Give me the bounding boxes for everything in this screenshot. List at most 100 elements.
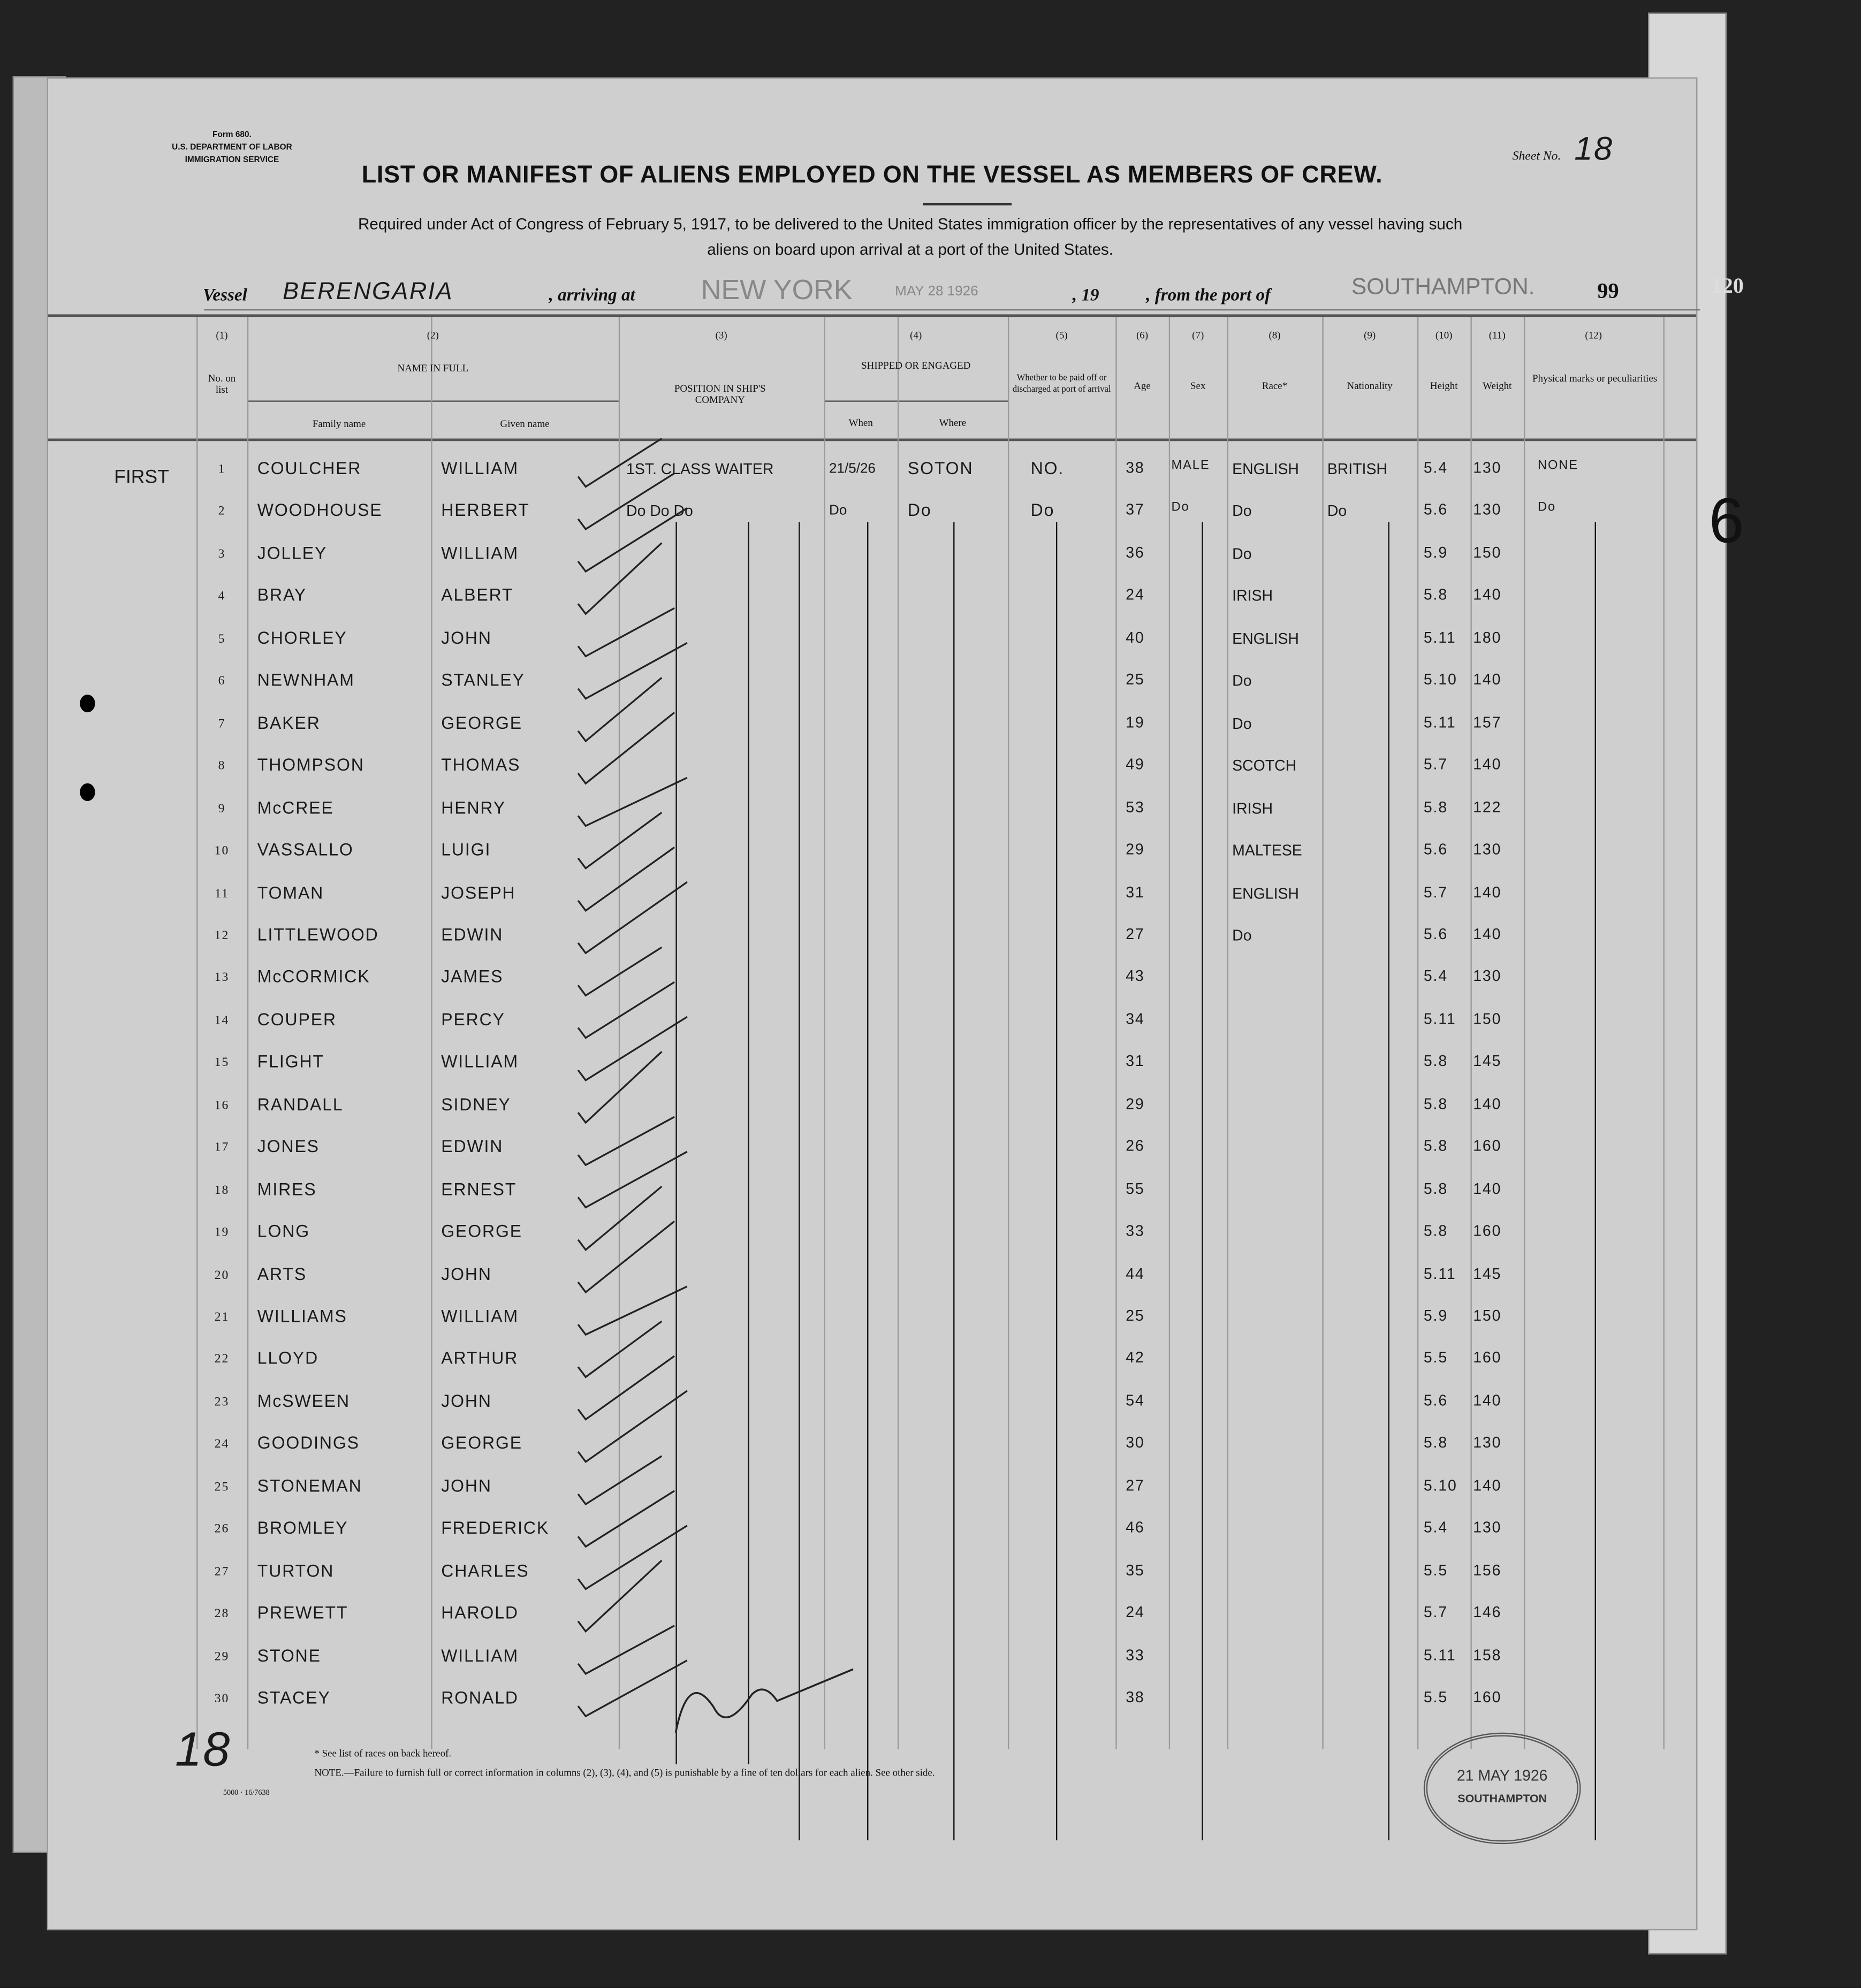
cell-age: 42 [1126, 1349, 1145, 1367]
cell-height: 5.11 [1423, 628, 1456, 646]
cell-weight: 158 [1473, 1646, 1502, 1664]
cell-given: EDWIN [441, 925, 504, 945]
table-row: 11 TOMAN JOSEPH 31 ENGLISH 5.7 140 [48, 883, 1696, 921]
cell-no: 26 [214, 1522, 230, 1537]
cell-given: GEORGE [441, 1222, 522, 1241]
cell-given: STANLEY [441, 671, 525, 690]
cell-family: STONEMAN [257, 1476, 362, 1496]
col-paid-off: Whether to be paid off or discharged at … [1012, 372, 1111, 394]
cell-weight: 160 [1473, 1688, 1502, 1707]
column-divider [897, 317, 899, 1749]
cell-sex: Do [1171, 501, 1190, 515]
cell-age: 31 [1126, 1052, 1145, 1070]
cell-weight: 157 [1473, 713, 1502, 731]
cell-weight: 180 [1473, 628, 1502, 646]
cell-no: 25 [214, 1480, 230, 1494]
table-row: 7 BAKER GEORGE 19 Do 5.11 157 [48, 713, 1696, 751]
table-row: 20 ARTS JOHN 44 5.11 145 [48, 1265, 1696, 1303]
table-row: 27 TURTON CHARLES 35 5.5 156 [48, 1561, 1696, 1599]
cell-given: HERBERT [441, 501, 530, 521]
cell-no: 10 [214, 844, 230, 858]
cell-race: Do [1232, 545, 1252, 563]
cell-height: 5.9 [1423, 543, 1448, 561]
cell-age: 35 [1126, 1561, 1145, 1579]
table-row: 23 McSWEEN JOHN 54 5.6 140 [48, 1391, 1696, 1429]
cell-given: WILLIAM [441, 1646, 519, 1665]
cell-no: 16 [214, 1098, 230, 1113]
cell-race: Do [1232, 672, 1252, 690]
cell-family: GOODINGS [257, 1434, 360, 1453]
cell-weight: 145 [1473, 1052, 1502, 1070]
cell-given: SIDNEY [441, 1094, 511, 1114]
table-row: 22 LLOYD ARTHUR 42 5.5 160 [48, 1349, 1696, 1387]
cell-family: VASSALLO [257, 840, 354, 859]
cell-weight: 160 [1473, 1349, 1502, 1367]
divider [923, 202, 1012, 205]
cell-no: 3 [218, 547, 226, 561]
table-row: 16 RANDALL SIDNEY 29 5.8 140 [48, 1095, 1696, 1133]
cell-height: 5.6 [1423, 501, 1448, 519]
table-row: 24 GOODINGS GEORGE 30 5.8 130 [48, 1434, 1696, 1472]
cell-weight: 160 [1473, 1222, 1502, 1240]
cell-family: MIRES [257, 1179, 317, 1199]
cell-given: JAMES [441, 968, 504, 987]
cell-height: 5.5 [1423, 1688, 1448, 1707]
cell-no: 19 [214, 1225, 230, 1240]
page-mark: 18 [174, 1724, 231, 1777]
table-row: 21 WILLIAMS WILLIAM 25 5.9 150 [48, 1307, 1696, 1345]
table-row: 6 NEWNHAM STANLEY 25 Do 5.10 140 [48, 671, 1696, 709]
cell-given: RONALD [441, 1688, 519, 1708]
cell-height: 5.8 [1423, 798, 1448, 816]
cell-given: THOMAS [441, 755, 521, 775]
cell-age: 44 [1126, 1264, 1145, 1282]
column-divider [1470, 317, 1472, 1749]
col-race: Race* [1262, 380, 1288, 392]
col-family-name: Family name [312, 418, 366, 430]
table-row: 15 FLIGHT WILLIAM 31 5.8 145 [48, 1053, 1696, 1091]
cell-given: WILLIAM [441, 1306, 519, 1326]
table-row: 4 BRAY ALBERT 24 IRISH 5.8 140 [48, 586, 1696, 624]
cell-age: 49 [1126, 755, 1145, 774]
cell-no: 18 [214, 1183, 230, 1198]
cell-no: 28 [214, 1607, 230, 1621]
cell-family: BRAY [257, 586, 307, 605]
cell-weight: 140 [1473, 1094, 1502, 1113]
cell-no: 8 [218, 759, 226, 774]
cell-age: 19 [1126, 713, 1145, 731]
cell-family: CHORLEY [257, 628, 347, 648]
cell-age: 24 [1126, 586, 1145, 604]
ditto-line [799, 522, 801, 1841]
cell-given: LUIGI [441, 840, 491, 859]
cell-height: 5.4 [1423, 1519, 1448, 1537]
cell-height: 5.11 [1423, 1646, 1456, 1664]
stamp-date: 21 MAY 1926 [1456, 1766, 1548, 1785]
cell-family: JONES [257, 1137, 320, 1156]
table-row: 28 PREWETT HAROLD 24 5.7 146 [48, 1603, 1696, 1641]
vessel-label: Vessel [202, 286, 247, 306]
cell-family: JOLLEY [257, 543, 328, 563]
year-label: , 19 [1072, 286, 1099, 306]
sheet-number-value: 18 [1574, 129, 1614, 167]
margin-note-first: FIRST [114, 466, 169, 488]
table-row: 29 STONE WILLIAM 33 5.11 158 [48, 1646, 1696, 1684]
cell-age: 31 [1126, 882, 1145, 901]
from-port: SOUTHAMPTON. [1351, 273, 1535, 299]
col-sex: Sex [1190, 380, 1206, 392]
col-weight: Weight [1483, 380, 1512, 392]
cell-race: ENGLISH [1232, 460, 1299, 478]
cell-height: 5.8 [1423, 1052, 1448, 1070]
cell-family: BROMLEY [257, 1519, 348, 1538]
cell-age: 34 [1126, 1010, 1145, 1028]
arriving-port: NEW YORK [701, 273, 853, 306]
cell-no: 13 [214, 971, 230, 986]
table-row: 2 WOODHOUSE HERBERT Do Do Do Do Do Do 37 Do Do Do 5… [48, 501, 1696, 539]
cell-given: GEORGE [441, 713, 522, 733]
col-age: Age [1134, 380, 1151, 392]
cell-family: TOMAN [257, 882, 324, 902]
table-row: 25 STONEMAN JOHN 27 5.10 140 [48, 1476, 1696, 1514]
cell-no: 27 [214, 1565, 230, 1579]
cell-weight: 150 [1473, 543, 1502, 561]
cell-when: 21/5/26 [829, 461, 876, 477]
cell-given: CHARLES [441, 1561, 529, 1580]
cell-weight: 130 [1473, 968, 1502, 986]
